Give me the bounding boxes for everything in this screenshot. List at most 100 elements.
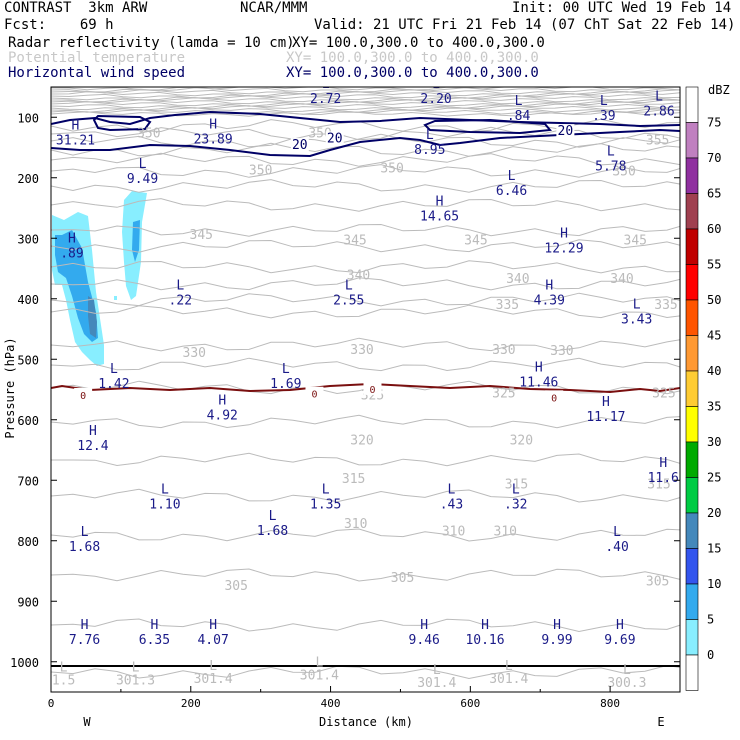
wind-extremum-value: 1.42 [98,377,129,392]
wind-extremum-value: 2.72 [310,92,341,107]
wind-extremum-marker: L [322,483,330,498]
colorbar-swatch [685,157,699,194]
theta-extremum-marker: L [623,663,631,678]
wind-extremum-value: 12.29 [544,242,583,257]
wind-extremum-marker: L [633,297,641,312]
field-reflectivity-xy: XY= 100.0,300.0 to 400.0,300.0 [292,35,545,51]
colorbar-swatch [685,193,699,230]
wind-extremum-value: 9.49 [127,172,158,187]
field-theta-name: Potential temperature [8,50,186,66]
theta-contour-label: 305 [224,579,247,594]
wind-extremum-value: 9.99 [541,633,572,648]
wind-extremum-value: 9.69 [604,633,635,648]
wind-label-background [290,138,309,152]
theta-contour [51,618,680,633]
wind-extremum-value: 4.07 [197,633,228,648]
x-tick-label: 800 [600,697,620,710]
theta-contour [51,277,680,291]
colorbar-level-label: 70 [707,151,721,165]
theta-contour [51,126,680,141]
colorbar-level-label: 65 [707,187,721,201]
theta-contour-label: 330 [550,344,573,359]
wind-extremum-marker: L [345,279,353,294]
colorbar-level-label: 45 [707,329,721,343]
x-end-label-east: E [657,715,664,729]
wind-extremum-value: .22 [169,294,192,309]
wind-extremum-marker: L [139,157,147,172]
wind-extremum-marker: L [269,509,277,524]
y-tick-label: 900 [17,595,39,609]
colorbar-level-label: 25 [707,471,721,485]
wind-contour-max-left [92,114,152,132]
colorbar-swatch [685,86,699,123]
theta-contour-label: 315 [505,477,528,492]
colorbar-swatch [685,299,699,336]
wind-extremum-marker: H [481,618,489,633]
theta-extremum-marker: L [505,659,513,674]
theta-contour-label: 350 [249,163,272,178]
theta-contour [51,133,680,148]
theta-contour-label: 340 [506,272,529,287]
theta-contour-label: 340 [347,269,370,284]
wind-label-background [556,124,575,138]
reflectivity-cell-left-core [88,296,97,338]
theta-contour [51,239,680,253]
wind-contour-label: 0 [311,390,317,401]
colorbar-swatch [685,335,699,372]
theta-contour-label: 340 [610,272,633,287]
wind-extremum-marker: L [515,94,523,109]
wind-extremum-marker: L [81,525,89,540]
wind-extremum-value: 6.35 [139,633,170,648]
theta-contour-upper [51,105,680,111]
wind-extremum-marker: L [512,483,520,498]
theta-extremum-value: 301.4 [417,676,456,691]
wind-extremum-marker: L [432,77,440,92]
theta-extremum-marker: L [132,660,140,675]
wind-extremum-marker: H [545,279,553,294]
theta-contour-upper [51,111,680,117]
y-tick-label: 700 [17,474,39,488]
colorbar-swatch [685,548,699,585]
wind-extremum-value: 9.46 [409,633,440,648]
wind-extremum-value: 2.55 [333,294,364,309]
theta-extremum-value: 301.3 [116,673,155,688]
colorbar-swatch [685,122,699,159]
colorbar-level-label: 30 [707,435,721,449]
theta-contour-label: 310 [344,517,367,532]
wind-extremum-value: 14.65 [420,210,459,225]
theta-extremum-value: 301.4 [489,672,528,687]
theta-extremum-value: 301.4 [194,672,233,687]
plot-frame [50,86,681,693]
theta-contour-upper [51,95,680,101]
header-valid: Valid: 21 UTC Fri 21 Feb 14 (07 ChT Sat … [314,17,736,33]
wind-extremum-value: 8.95 [414,143,445,158]
theta-contour-upper [51,87,680,91]
colorbar-swatch [685,264,699,301]
wind-extremum-value: 31.21 [56,133,95,148]
theta-contour [51,568,680,582]
theta-contour-upper [51,107,680,113]
colorbar-swatch [685,654,699,691]
theta-contour-label: 345 [624,233,647,248]
theta-contour-label: 330 [492,343,515,358]
wind-extremum-marker: H [209,118,217,133]
wind-extremum-marker: H [89,424,97,439]
wind-extremum-value: 3.43 [621,312,652,327]
theta-contour [51,664,680,680]
wind-extremum-marker: L [655,89,663,104]
wind-extremum-value: 4.92 [207,409,238,424]
theta-contour [51,357,680,372]
theta-contour-label: 330 [350,343,373,358]
theta-contour [51,414,680,429]
header-init: Init: 00 UTC Wed 19 Feb 14 [512,0,732,16]
theta-extremum-value: 300.3 [607,676,646,691]
colorbar-level-label: 40 [707,364,721,378]
theta-contour-label: 325 [652,387,675,402]
theta-extremum-marker: L [433,663,441,678]
wind-extremum-marker: H [151,618,159,633]
x-tick-label: 400 [321,697,341,710]
y-tick-label: 100 [17,111,39,125]
wind-extremum-value: 12.4 [77,439,108,454]
wind-label-background [74,387,93,401]
reflectivity-speck [114,296,117,300]
